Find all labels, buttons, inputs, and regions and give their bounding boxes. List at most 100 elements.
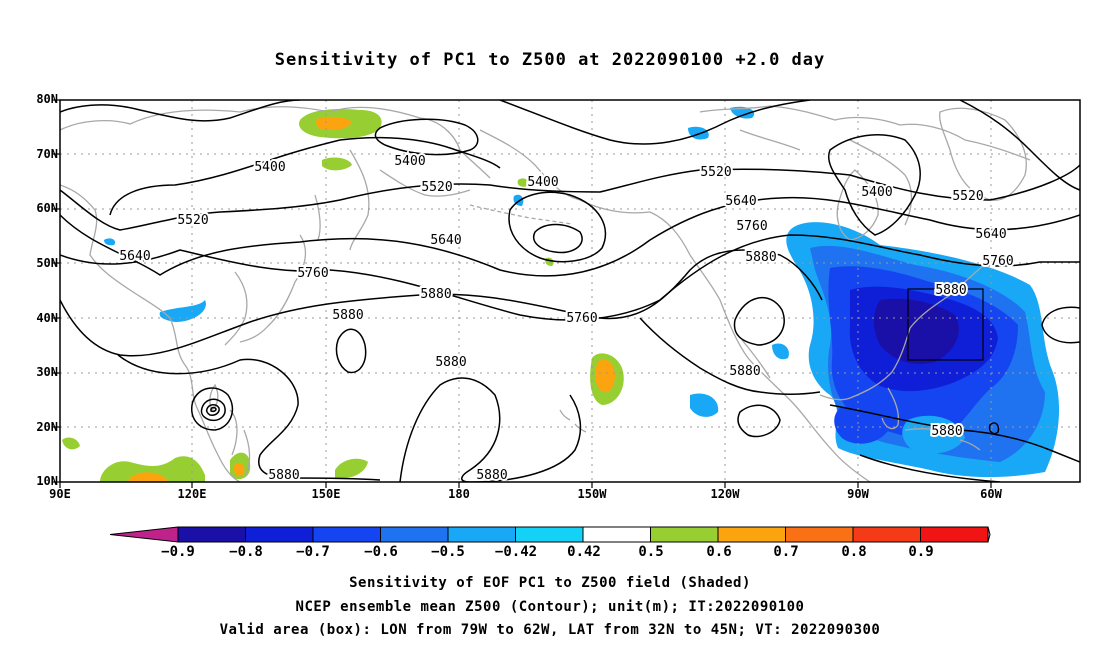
coast-korea bbox=[224, 271, 248, 346]
colorbar-label-n06: −0.6 bbox=[364, 544, 398, 560]
shade-gulf-patch bbox=[834, 405, 890, 444]
colorbar-label-p042: 0.42 bbox=[567, 544, 601, 560]
coast-taiwan bbox=[209, 383, 219, 412]
sensitivity-shading bbox=[62, 106, 1060, 482]
contour-label-5880-box: 5880 bbox=[935, 283, 966, 298]
contour-west-5880 bbox=[117, 354, 381, 481]
contour-atl-east bbox=[1041, 306, 1080, 344]
lat-label-60n: 60N bbox=[36, 201, 58, 215]
footer-line-1: Sensitivity of EOF PC1 to Z500 field (Sh… bbox=[349, 575, 751, 591]
contour-5400-inner bbox=[533, 223, 583, 254]
contour-east-arctic bbox=[959, 100, 1080, 191]
contour-label-5640-canada: 5640 bbox=[725, 194, 756, 209]
footer-line-2: NCEP ensemble mean Z500 (Contour); unit(… bbox=[295, 599, 805, 615]
contour-label-5640-mid: 5640 bbox=[430, 233, 461, 248]
shade-siberia-green bbox=[299, 109, 382, 139]
contour-label-5880-south: 5880 bbox=[476, 468, 507, 483]
colorbar-low-arrow bbox=[109, 526, 179, 543]
contour-5880-east-pac bbox=[639, 317, 821, 395]
shade-mongolia-patch bbox=[104, 238, 116, 246]
contour-typhoon-core bbox=[210, 406, 217, 413]
lat-label-10n: 10N bbox=[36, 474, 58, 488]
colorbar-label-n09: −0.9 bbox=[161, 544, 195, 560]
coast-hawaii bbox=[559, 409, 587, 433]
shade-east-us-strong bbox=[828, 266, 1018, 440]
shade-south-china-green bbox=[100, 456, 205, 482]
contour-label-layer: 5400 5400 5400 5400 5520 5520 5520 5520 … bbox=[117, 152, 1015, 483]
contour-label-5640-west: 5640 bbox=[119, 249, 150, 264]
shade-mexico-coast bbox=[690, 393, 719, 417]
contour-5520 bbox=[60, 164, 1080, 231]
shade-okhotsk-green bbox=[322, 157, 352, 171]
lon-label-120e: 120E bbox=[177, 487, 207, 501]
lat-label-50n: 50N bbox=[36, 256, 58, 270]
valid-area-box bbox=[907, 288, 984, 361]
coast-sakhalin bbox=[314, 194, 321, 241]
contour-siberia-low bbox=[374, 118, 479, 156]
contour-5640 bbox=[60, 196, 1080, 277]
contour-5880-mexico bbox=[733, 296, 785, 346]
lat-label-30n: 30N bbox=[36, 365, 58, 379]
lon-label-60w: 60W bbox=[980, 487, 1002, 501]
coast-philippines bbox=[229, 409, 251, 476]
shade-east-us-light bbox=[786, 222, 1060, 478]
contour-label-5760-canada: 5760 bbox=[736, 219, 767, 234]
contour-label-5880-main: 5880 bbox=[420, 287, 451, 302]
shade-hawaii-green bbox=[590, 353, 624, 405]
shade-philippines-green bbox=[230, 452, 251, 480]
contour-5880-south bbox=[399, 377, 582, 482]
lon-label-120w: 120W bbox=[710, 487, 740, 501]
shade-pacific-dot bbox=[545, 257, 554, 266]
colorbar bbox=[109, 526, 991, 543]
lat-label-40n: 40N bbox=[36, 311, 58, 325]
contour-5760 bbox=[60, 234, 1080, 321]
shade-aleutian-patch bbox=[513, 194, 524, 206]
contour-5400-east bbox=[828, 134, 921, 236]
colorbar-swatch bbox=[785, 526, 854, 543]
shade-marianas-green bbox=[335, 458, 368, 479]
shade-alaska-green bbox=[517, 178, 529, 187]
contour-north-pacific bbox=[499, 100, 811, 145]
contour-label-5400-siberia: 5400 bbox=[394, 154, 425, 169]
coast-na-east bbox=[819, 259, 991, 430]
coast-greenland bbox=[939, 107, 1027, 201]
coast-eurasia bbox=[60, 106, 491, 482]
shade-indochina-green bbox=[62, 437, 80, 450]
shade-baja-patch bbox=[772, 343, 789, 360]
lat-label-70n: 70N bbox=[36, 147, 58, 161]
contour-typhoon-mid bbox=[200, 398, 226, 422]
colorbar-swatch bbox=[177, 526, 246, 543]
contour-label-5520-alaska: 5520 bbox=[700, 165, 731, 180]
shade-siberia-orange bbox=[315, 116, 352, 130]
contour-label-5880-sw: 5880 bbox=[268, 468, 299, 483]
lon-label-150e: 150E bbox=[311, 487, 341, 501]
shade-east-us-core bbox=[849, 286, 998, 392]
lat-label-20n: 20N bbox=[36, 420, 58, 434]
colorbar-swatch bbox=[380, 526, 449, 543]
lat-label-80n: 80N bbox=[36, 92, 58, 106]
colorbar-swatch bbox=[852, 526, 921, 543]
coast-baja bbox=[741, 339, 771, 379]
contour-5880-hurricane bbox=[737, 404, 781, 438]
colorbar-label-n042: −0.42 bbox=[494, 544, 538, 560]
contour-5400-west bbox=[109, 136, 501, 216]
lon-label-90w: 90W bbox=[847, 487, 869, 501]
contour-typhoon-outer bbox=[191, 387, 234, 431]
footer-line-3: Valid area (box): LON from 79W to 62W, L… bbox=[219, 622, 881, 638]
contour-label-5760-east: 5760 bbox=[982, 254, 1013, 269]
contour-label-5880-east-pac: 5880 bbox=[729, 364, 760, 379]
colorbar-label-p09: 0.9 bbox=[908, 544, 934, 560]
contour-label-5760-west: 5760 bbox=[297, 266, 328, 281]
contour-label-5640-east: 5640 bbox=[975, 227, 1006, 242]
colorbar-swatch bbox=[515, 526, 584, 543]
coastlines bbox=[60, 105, 1031, 482]
colorbar-label-n05: −0.5 bbox=[431, 544, 465, 560]
contour-label-5880-central: 5880 bbox=[435, 355, 466, 370]
colorbar-high-arrow bbox=[987, 526, 991, 543]
colorbar-swatch bbox=[245, 526, 314, 543]
lon-label-150w: 150W bbox=[577, 487, 607, 501]
coast-aleutians bbox=[469, 204, 573, 225]
colorbar-label-p07: 0.7 bbox=[773, 544, 799, 560]
contour-arctic-north bbox=[60, 100, 301, 122]
coast-caribbean bbox=[904, 428, 981, 451]
